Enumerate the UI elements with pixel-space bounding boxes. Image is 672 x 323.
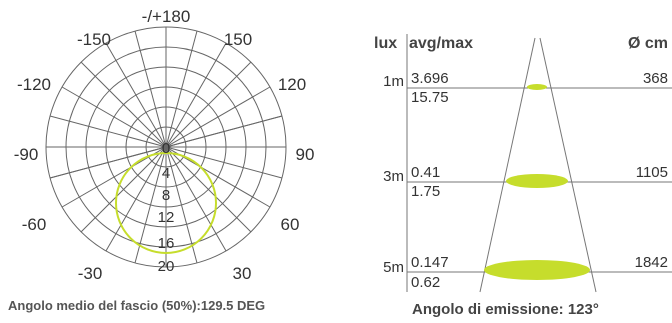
emission-angle-caption: Angolo di emissione: 123°: [412, 301, 599, 318]
distance-5m: 5m: [383, 259, 404, 276]
angle-label-60: 60: [281, 215, 300, 234]
ring-label-20: 20: [158, 258, 175, 275]
diameter-1m: 368: [643, 70, 668, 87]
light-spot-1m: [527, 84, 547, 90]
ring-label-16: 16: [158, 235, 175, 252]
angle-label-180: -/+180: [142, 7, 191, 26]
angle-label-150: 150: [224, 30, 252, 49]
diameter-3m: 1105: [636, 164, 668, 181]
angle-label-minus150: -150: [77, 30, 111, 49]
angle-label-minus90: -90: [14, 145, 39, 164]
ring-label-8: 8: [162, 187, 170, 204]
avg-5m: 0.147: [411, 254, 449, 271]
header-lux: lux: [374, 35, 397, 52]
polar-diagram: -/+180 -150 150 -120 120 -90 90 -60 60 -…: [8, 7, 314, 313]
cone-diagram: lux avg/max Ø cm 1m 3.696 15.75 368 3m 0…: [374, 34, 672, 318]
header-diameter: Ø cm: [628, 35, 668, 52]
avg-1m: 3.696: [411, 70, 449, 87]
light-spot-5m: [484, 260, 590, 280]
avg-3m: 0.41: [411, 164, 440, 181]
light-spot-3m: [506, 174, 568, 188]
polar-grid: [45, 26, 287, 268]
max-3m: 1.75: [411, 183, 440, 200]
angle-label-minus120: -120: [17, 75, 51, 94]
header-avg-max: avg/max: [409, 35, 473, 52]
beam-angle-caption: Angolo medio del fascio (50%):129.5 DEG: [8, 298, 265, 313]
ring-label-4: 4: [162, 165, 170, 182]
distance-3m: 3m: [383, 168, 404, 185]
diameter-5m: 1842: [635, 254, 668, 271]
angle-label-120: 120: [278, 75, 306, 94]
intensity-curve: [115, 152, 217, 254]
distance-1m: 1m: [383, 73, 404, 90]
angle-label-90: 90: [296, 145, 315, 164]
angle-label-minus60: -60: [22, 215, 47, 234]
max-5m: 0.62: [411, 274, 440, 291]
ring-label-12: 12: [158, 209, 175, 226]
max-1m: 15.75: [411, 89, 449, 106]
angle-label-30: 30: [233, 264, 252, 283]
angle-label-minus30: -30: [78, 264, 103, 283]
ring-label-0: 0: [162, 140, 170, 157]
